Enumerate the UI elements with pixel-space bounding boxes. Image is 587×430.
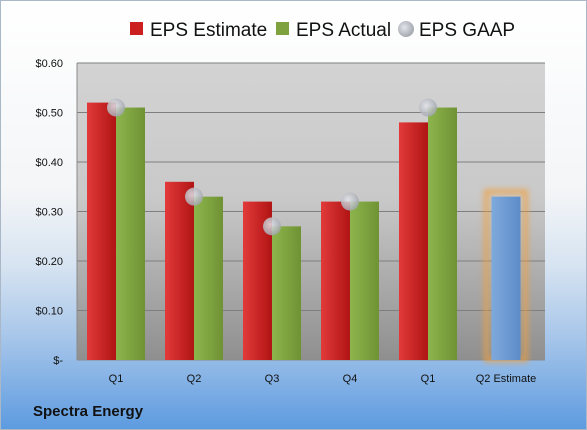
bar-eps-actual [428,107,457,360]
y-axis: $- $0.10 $0.20 $0.30 $0.40 $0.50 $0.60 [35,58,78,367]
marker-eps-gaap [419,98,437,117]
bar-eps-actual [116,107,145,360]
y-tick-label: $0.50 [35,108,63,120]
y-tick-label: $0.20 [35,256,63,268]
bar-eps-actual [350,201,379,360]
bar-eps-estimate [87,102,116,360]
marker-eps-gaap [341,192,359,211]
x-tick-label: Q1 [421,373,436,385]
legend-swatch [276,22,289,35]
bar-eps-actual [272,226,301,360]
bar-eps-estimate [321,201,350,360]
bar-eps-estimate [165,181,194,360]
x-tick-label: Q4 [343,373,358,385]
x-tick-label: Q2 Estimate [476,373,537,385]
marker-eps-gaap [263,217,281,236]
y-tick-label: $0.60 [35,58,63,70]
y-tick-label: $0.10 [35,306,63,318]
legend-label: EPS GAAP [419,20,515,41]
y-tick-label: $0.30 [35,207,63,219]
x-tick-label: Q3 [265,373,280,385]
x-tick-label: Q2 [187,373,202,385]
bar-eps-actual [194,196,223,360]
legend-swatch-eps-gaap [398,21,414,37]
bar-eps-estimate [399,122,428,361]
x-axis: Q1 Q2 Q3 Q4 Q1 Q2 Estimate [109,373,537,385]
x-tick-label: Q1 [109,373,124,385]
gaap-markers [107,98,437,236]
legend-label: EPS Estimate [150,20,267,41]
bar-eps-estimate-q2 [491,196,521,360]
legend-label: EPS Actual [296,20,391,41]
legend-swatch [130,22,143,35]
legend: EPS Estimate EPS Actual EPS GAAP [130,20,515,41]
gridlines [77,62,545,361]
marker-eps-gaap [185,187,203,206]
bars [87,102,528,363]
y-tick-label: $- [53,355,63,367]
company-name: Spectra Energy [33,403,144,420]
y-tick-label: $0.40 [35,157,63,169]
marker-eps-gaap [107,98,125,117]
